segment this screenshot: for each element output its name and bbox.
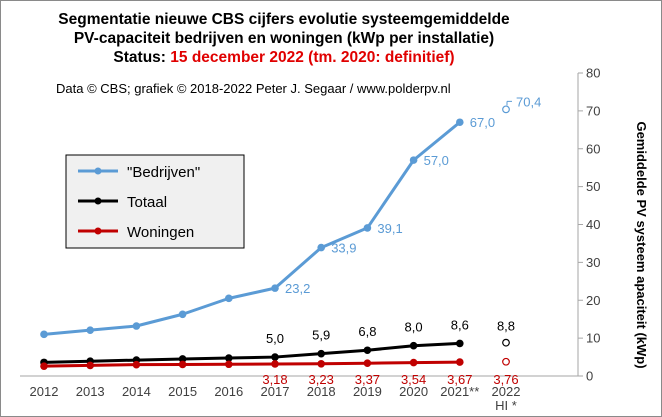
data-point-bedrijven — [86, 326, 94, 334]
y-axis-ticks: 0 10 20 30 40 50 60 70 80 — [578, 66, 600, 384]
x-tick-label: 2021** — [440, 384, 479, 399]
data-point-totaal — [271, 353, 279, 361]
y-tick-label: 20 — [586, 293, 600, 308]
data-label-totaal: 8,6 — [451, 317, 469, 332]
data-point-bedrijven — [132, 322, 141, 330]
data-point-totaal — [178, 355, 187, 363]
data-point-woningen — [409, 358, 418, 367]
data-label-woningen: 3,54 — [401, 372, 426, 387]
data-label-totaal: 8,0 — [405, 320, 423, 335]
y-tick-label: 70 — [586, 103, 600, 118]
data-point-woningen — [225, 360, 233, 369]
series-line-bedrijven — [43, 121, 461, 336]
y-tick-label: 50 — [586, 179, 600, 194]
legend-marker-bedrijven — [94, 167, 102, 175]
legend: "Bedrijven" Totaal Woningen — [65, 154, 245, 249]
data-point-totaal — [456, 339, 464, 348]
data-point-woningen — [132, 360, 141, 369]
data-point-woningen — [40, 362, 48, 370]
y-tick-label: 10 — [586, 331, 600, 346]
x-tick-label: 2013 — [76, 384, 105, 399]
data-point-woningen — [456, 358, 464, 366]
data-label-totaal-projected: 8,8 — [497, 319, 515, 334]
x-tick-label: 2014 — [122, 384, 151, 399]
data-point-totaal — [409, 341, 418, 350]
x-tick-label: 2012 — [30, 384, 59, 399]
x-tick-label: 2016 — [214, 384, 243, 399]
data-point-totaal — [363, 346, 372, 355]
data-point-woningen — [178, 360, 187, 369]
y-tick-label: 0 — [586, 369, 593, 384]
data-point-bedrijven — [363, 224, 372, 232]
chart-title-line3: Status: 15 december 2022 (tm. 2020: defi… — [113, 49, 454, 66]
legend-marker-woningen — [94, 227, 102, 235]
legend-label-woningen: Woningen — [127, 224, 194, 241]
data-label-bedrijven-projected: 70,4 — [516, 94, 541, 109]
y-tick-label: 30 — [586, 255, 600, 270]
y-axis-label: Gemiddelde PV systeem apaciteit (kWp) — [634, 121, 649, 368]
x-tick-label: 2017 — [261, 384, 290, 399]
data-label-woningen: 3,23 — [309, 372, 334, 387]
data-point-woningen — [86, 361, 94, 370]
x-tick-label: 2020 — [399, 384, 428, 399]
data-label-bedrijven: 39,1 — [377, 221, 402, 236]
x-tick-label: 2018 — [307, 384, 336, 399]
data-point-bedrijven — [456, 118, 464, 127]
data-label-totaal: 5,0 — [266, 331, 284, 346]
chart-title-line2: PV-capaciteit bedrijven en woningen (kWp… — [74, 30, 494, 47]
x-tick-label: 2015 — [168, 384, 197, 399]
data-label-woningen: 3,18 — [262, 372, 287, 387]
x-tick-label: 2019 — [353, 384, 382, 399]
data-label-totaal: 6,8 — [358, 324, 376, 339]
data-label-woningen: 3,67 — [447, 372, 472, 387]
projected-point-woningen — [502, 357, 510, 366]
data-point-bedrijven — [271, 284, 279, 292]
y-tick-label: 60 — [586, 141, 600, 156]
chart-status-label: Status: — [113, 49, 166, 66]
data-point-totaal — [317, 349, 326, 358]
chart-credit: Data © CBS; grafiek © 2018-2022 Peter J.… — [56, 81, 451, 96]
data-label-bedrijven: 23,2 — [285, 281, 310, 296]
data-point-woningen — [317, 359, 326, 368]
chart-title-line1: Segmentatie nieuwe CBS cijfers evolutie … — [58, 11, 510, 28]
data-label-bedrijven: 33,9 — [331, 241, 356, 256]
data-label-totaal: 5,9 — [312, 328, 330, 343]
data-point-bedrijven — [225, 294, 233, 303]
data-point-bedrijven — [317, 243, 326, 252]
legend-item-woningen: Woningen — [78, 224, 194, 241]
data-point-woningen — [363, 359, 372, 368]
series-line-totaal — [43, 341, 460, 364]
data-point-totaal — [225, 354, 233, 362]
series-line-woningen — [43, 360, 460, 368]
data-point-bedrijven — [409, 156, 418, 164]
x-tick-label: 2022 HI * — [492, 384, 521, 413]
data-label-woningen: 3,37 — [355, 372, 380, 387]
data-point-bedrijven — [178, 310, 187, 319]
data-point-bedrijven — [40, 330, 48, 339]
data-label-bedrijven: 57,0 — [424, 153, 449, 168]
projected-point-totaal — [502, 338, 510, 347]
data-point-woningen — [271, 360, 279, 368]
y-tick-label: 40 — [586, 217, 600, 232]
legend-marker-totaal — [94, 197, 102, 205]
y-tick-label: 80 — [586, 66, 600, 81]
legend-item-totaal: Totaal — [78, 194, 167, 211]
data-label-bedrijven: 67,0 — [470, 115, 495, 130]
legend-label-totaal: Totaal — [127, 194, 167, 211]
chart-status-date: 15 december 2022 (tm. 2020: definitief) — [170, 49, 454, 66]
series-layer — [40, 105, 510, 370]
x-axis-ticks: 2012 2013 2014 2015 2016 2017 2018 2019 2020 2021… — [30, 384, 521, 413]
legend-item-bedrijven: "Bedrijven" — [78, 164, 200, 181]
data-labels-layer: 23,2 33,9 39,1 57,0 67,0 70,4 5,0 5,9 6,8 8,0 8,6 8… — [262, 94, 541, 387]
legend-label-bedrijven: "Bedrijven" — [127, 164, 200, 181]
data-label-woningen-projected: 3,76 — [493, 372, 518, 387]
projected-point-bedrijven — [502, 105, 510, 114]
